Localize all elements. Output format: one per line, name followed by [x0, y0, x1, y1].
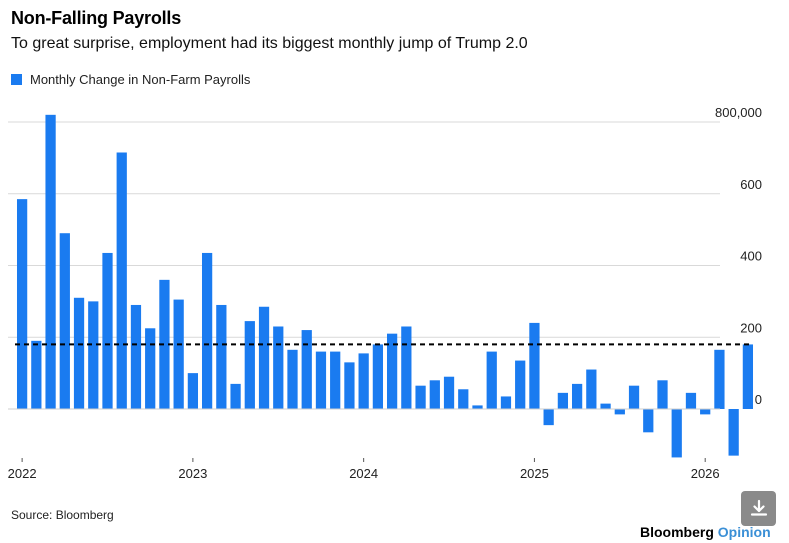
brand-accent: Opinion [717, 524, 771, 540]
bar [244, 321, 255, 409]
bar [116, 152, 127, 409]
download-button[interactable] [741, 491, 776, 526]
bar [145, 328, 156, 409]
bar [16, 199, 28, 409]
bar [344, 362, 355, 409]
bar [443, 376, 455, 409]
bar [130, 304, 142, 409]
brand-logo: Bloomberg Opinion [640, 524, 771, 540]
bar [486, 351, 497, 409]
bar [543, 409, 554, 426]
bar [102, 252, 113, 409]
bar [671, 409, 682, 458]
bar [657, 380, 668, 409]
bar [415, 385, 426, 409]
x-tick-label: 2025 [520, 466, 549, 481]
bar [600, 403, 611, 409]
bar [700, 409, 711, 415]
bar [31, 340, 42, 409]
bar [386, 333, 398, 409]
bar-chart: 0 200 400 600 800,000 2022 2023 2024 2025 2026 [8, 105, 762, 481]
y-tick-label: 800,000 [715, 105, 762, 120]
bar [287, 349, 298, 409]
bar [586, 369, 597, 409]
y-tick-label: 0 [755, 392, 762, 407]
chart-subtitle: To great surprise, employment had its bi… [11, 35, 528, 52]
legend-label: Monthly Change in Non-Farm Payrolls [30, 72, 251, 87]
bar [88, 301, 99, 409]
bar [628, 385, 640, 409]
bar [728, 409, 739, 456]
bar [45, 114, 56, 409]
bar [529, 322, 540, 409]
download-icon [750, 499, 767, 516]
x-tick-label: 2023 [178, 466, 207, 481]
bar [358, 353, 369, 409]
y-tick-label: 600 [740, 177, 762, 192]
source-note: Source: Bloomberg [11, 508, 114, 522]
bar [714, 349, 725, 409]
bar [500, 396, 512, 409]
bar [315, 351, 327, 409]
bar [230, 383, 241, 409]
bar [472, 405, 483, 409]
bar [515, 360, 526, 409]
bar [73, 297, 85, 409]
x-tick-label: 2022 [8, 466, 37, 481]
bar [685, 392, 697, 409]
bar [173, 299, 184, 409]
bar [742, 344, 754, 409]
bar [614, 409, 625, 415]
y-tick-label: 200 [740, 320, 762, 335]
bar [643, 409, 654, 433]
bar [273, 326, 284, 409]
x-tick-label: 2024 [349, 466, 378, 481]
bar [187, 373, 199, 409]
bar [372, 344, 384, 409]
bar [59, 233, 70, 409]
legend-swatch [11, 74, 22, 85]
bar [330, 351, 341, 409]
legend: Monthly Change in Non-Farm Payrolls [11, 72, 250, 87]
bar [429, 380, 440, 409]
bar [258, 306, 270, 409]
chart-title: Non-Falling Payrolls [11, 8, 182, 28]
brand-main: Bloomberg [640, 524, 714, 540]
bar [201, 252, 213, 409]
bar [301, 330, 312, 409]
bar [458, 389, 469, 409]
bar [571, 383, 583, 409]
bar [216, 304, 227, 409]
y-tick-label: 400 [740, 249, 762, 264]
bar [557, 392, 569, 409]
bar [159, 279, 170, 409]
x-tick-label: 2026 [691, 466, 720, 481]
bar [401, 326, 412, 409]
